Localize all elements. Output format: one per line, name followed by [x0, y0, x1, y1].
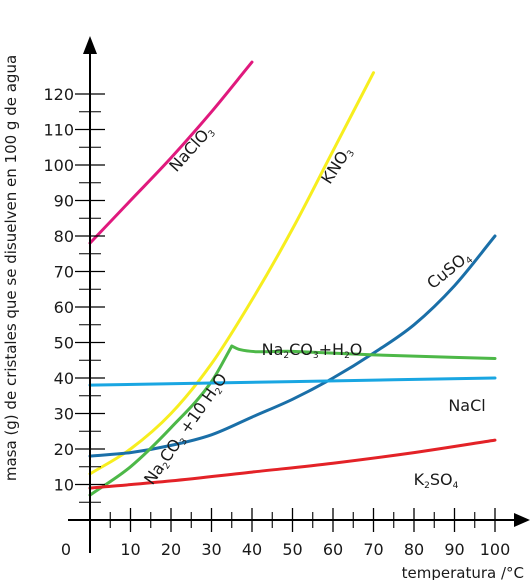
curve-label-part: +H: [319, 340, 344, 359]
curve-label-part: Na: [262, 340, 284, 359]
x-tick-label-70: 70: [363, 540, 383, 559]
y-axis-arrow-icon: [83, 36, 97, 54]
y-tick-label-70: 70: [54, 263, 74, 282]
y-axis-title: masa (g) de cristales que se disuelven e…: [2, 55, 20, 481]
curve-na2co3-h2o: [230, 344, 497, 360]
curve-cuso4: [88, 234, 497, 458]
curve-kno3: [88, 71, 375, 476]
curve-nacl: [88, 376, 497, 387]
curve-label-k2so4: K2SO4: [414, 470, 459, 491]
y-tick-label-120: 120: [43, 85, 74, 104]
x-tick-label-40: 40: [242, 540, 262, 559]
y-tick-label-60: 60: [54, 298, 74, 317]
y-tick-label-40: 40: [54, 369, 74, 388]
curve-label-part: 4: [453, 481, 459, 491]
curve-label-part: CO: [289, 340, 313, 359]
y-tick-label-100: 100: [43, 156, 74, 175]
curve-label-part: 3: [313, 351, 319, 361]
curve-label-part: K: [414, 470, 425, 489]
y-tick-label-110: 110: [43, 121, 74, 140]
y-tick-label-90: 90: [54, 192, 74, 211]
x-axis-arrow-icon: [514, 513, 530, 527]
x-tick-label-80: 80: [404, 540, 424, 559]
curve-label-nacl: NaCl: [448, 396, 485, 415]
curve-label-part: 2: [344, 351, 350, 361]
x-tick-label-10: 10: [120, 540, 140, 559]
y-tick-label-30: 30: [54, 405, 74, 424]
x-tick-label-30: 30: [201, 540, 221, 559]
ticks-layer: 10 20 30 40 50 60 70 80 90 1001020304050607080901…: [43, 85, 510, 559]
curve-label-part: 2: [424, 481, 430, 491]
x-tick-label-100: 100: [480, 540, 511, 559]
curve-label-na2co3-h2o: Na2CO3+H2O: [262, 340, 363, 361]
x-tick-label-50: 50: [282, 540, 302, 559]
curve-label-part: 3: [207, 129, 218, 140]
axes-layer: [68, 36, 530, 553]
labels-layer: 0 temperatura /°C masa (g) de cristales …: [2, 55, 524, 580]
curve-label-naclo3: NaClO3: [165, 121, 218, 176]
curves-layer: [88, 60, 497, 497]
curve-na2co3-10h2o: [88, 344, 234, 497]
x-tick-label-20: 20: [161, 540, 181, 559]
x-tick-label-60: 60: [323, 540, 343, 559]
y-tick-label-80: 80: [54, 227, 74, 246]
y-tick-label-10: 10: [54, 476, 74, 495]
curve-label-part: O: [350, 340, 363, 359]
origin-label: 0: [61, 540, 71, 559]
y-tick-label-20: 20: [54, 440, 74, 459]
x-axis-title: temperatura /°C: [402, 564, 524, 580]
curve-label-part: 2: [283, 351, 289, 361]
curve-label-part: O: [208, 370, 231, 391]
curve-naclo3: [88, 60, 254, 245]
curve-label-part: 2: [214, 386, 225, 396]
curve-label-part: CuSO: [423, 250, 469, 292]
curve-label-part: 2: [162, 461, 173, 471]
x-tick-label-90: 90: [444, 540, 464, 559]
curve-label-kno3: KNO3: [317, 143, 357, 189]
curve-label-part: 3: [346, 149, 358, 159]
y-tick-label-50: 50: [54, 334, 74, 353]
curve-label-part: 4: [464, 255, 475, 267]
curve-label-part: SO: [430, 470, 453, 489]
curve-label-part: NaCl: [448, 396, 485, 415]
curve-k2so4: [88, 438, 497, 490]
curve-label-part: 3: [178, 437, 189, 447]
